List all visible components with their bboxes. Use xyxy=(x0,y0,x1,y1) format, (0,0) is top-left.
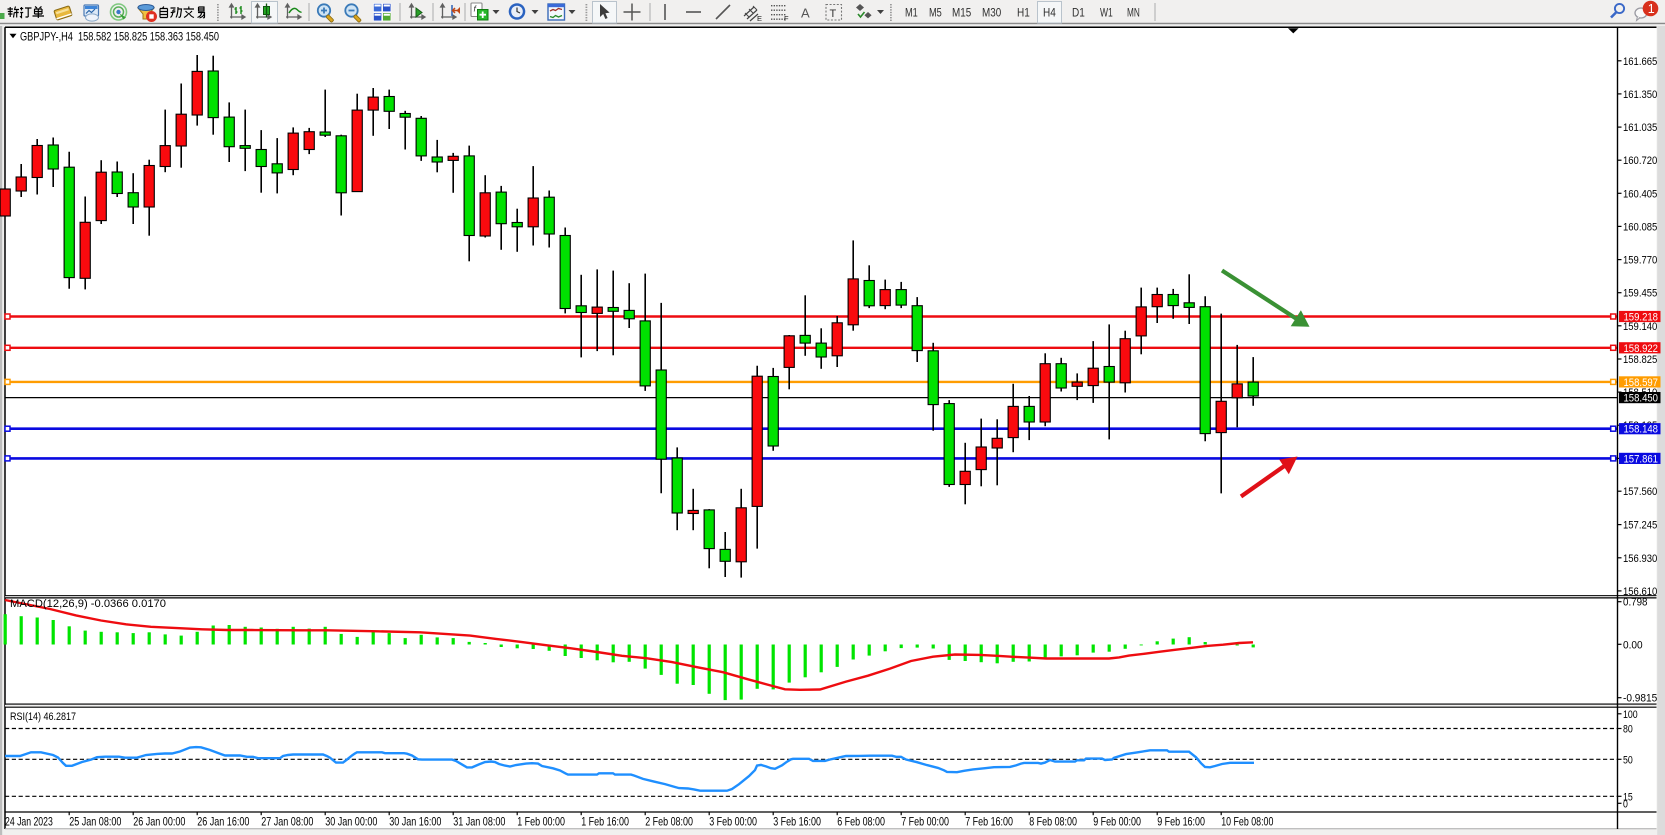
svg-text:157.560: 157.560 xyxy=(1623,486,1657,498)
svg-text:1 Feb 00:00: 1 Feb 00:00 xyxy=(517,816,565,829)
svg-text:161.350: 161.350 xyxy=(1623,89,1657,101)
svg-text:10 Feb 08:00: 10 Feb 08:00 xyxy=(1221,816,1273,829)
svg-text:30 Jan 00:00: 30 Jan 00:00 xyxy=(325,816,377,829)
svg-text:160.405: 160.405 xyxy=(1623,188,1657,200)
svg-text:W1: W1 xyxy=(1100,6,1113,20)
svg-text:50: 50 xyxy=(1623,754,1633,766)
svg-text:158.825: 158.825 xyxy=(1623,354,1657,366)
svg-text:156.930: 156.930 xyxy=(1623,553,1657,565)
svg-text:26 Jan 16:00: 26 Jan 16:00 xyxy=(197,816,249,829)
svg-text:f: f xyxy=(474,4,478,14)
svg-text:159.140: 159.140 xyxy=(1623,321,1657,333)
svg-text:159.770: 159.770 xyxy=(1623,255,1657,267)
svg-text:M30: M30 xyxy=(982,6,1002,20)
svg-text:M5: M5 xyxy=(929,6,942,20)
svg-text:157.245: 157.245 xyxy=(1623,520,1657,532)
svg-text:-0.9815: -0.9815 xyxy=(1623,693,1657,705)
svg-text:158.450: 158.450 xyxy=(1624,393,1659,405)
svg-text:7 Feb 00:00: 7 Feb 00:00 xyxy=(901,816,949,829)
svg-text:0.798: 0.798 xyxy=(1623,597,1648,609)
svg-text:3 Feb 16:00: 3 Feb 16:00 xyxy=(773,816,821,829)
svg-text:7 Feb 16:00: 7 Feb 16:00 xyxy=(965,816,1013,829)
svg-text:159.218: 159.218 xyxy=(1624,312,1659,324)
svg-text:31 Jan 08:00: 31 Jan 08:00 xyxy=(453,816,505,829)
svg-text:M1: M1 xyxy=(905,6,918,20)
svg-text:160.085: 160.085 xyxy=(1623,221,1657,233)
svg-text:RSI(14) 46.2817: RSI(14) 46.2817 xyxy=(10,711,76,723)
svg-text:2 Feb 08:00: 2 Feb 08:00 xyxy=(645,816,693,829)
svg-text:GBPJPY-,H4 158.582 158.825 15: GBPJPY-,H4 158.582 158.825 158.363 158.4… xyxy=(20,30,219,44)
svg-text:A: A xyxy=(801,6,810,21)
svg-text:0: 0 xyxy=(1623,798,1628,810)
svg-text:161.035: 161.035 xyxy=(1623,122,1657,134)
svg-text:MN: MN xyxy=(1127,6,1140,20)
svg-text:30 Jan 16:00: 30 Jan 16:00 xyxy=(389,816,441,829)
svg-text:D1: D1 xyxy=(1072,6,1085,20)
svg-text:1 Feb 16:00: 1 Feb 16:00 xyxy=(581,816,629,829)
svg-text:M15: M15 xyxy=(952,6,972,20)
svg-text:159.455: 159.455 xyxy=(1623,288,1657,300)
svg-text:E: E xyxy=(757,14,762,23)
svg-text:F: F xyxy=(784,14,789,23)
svg-text:158.148: 158.148 xyxy=(1624,424,1659,436)
svg-text:27 Jan 08:00: 27 Jan 08:00 xyxy=(261,816,313,829)
svg-text:3 Feb 00:00: 3 Feb 00:00 xyxy=(709,816,757,829)
svg-text:26 Jan 00:00: 26 Jan 00:00 xyxy=(133,816,185,829)
svg-text:6 Feb 08:00: 6 Feb 08:00 xyxy=(837,816,885,829)
svg-text:80: 80 xyxy=(1623,724,1633,736)
svg-text:25 Jan 08:00: 25 Jan 08:00 xyxy=(69,816,121,829)
svg-text:160.720: 160.720 xyxy=(1623,155,1657,167)
svg-text:158.922: 158.922 xyxy=(1624,343,1659,355)
svg-text:MACD(12,26,9) -0.0366 0.0170: MACD(12,26,9) -0.0366 0.0170 xyxy=(10,598,166,610)
svg-text:24 Jan 2023: 24 Jan 2023 xyxy=(5,816,53,829)
svg-text:9 Feb 16:00: 9 Feb 16:00 xyxy=(1157,816,1205,829)
svg-text:T: T xyxy=(830,8,837,20)
svg-text:H1: H1 xyxy=(1017,6,1030,20)
svg-text:9 Feb 00:00: 9 Feb 00:00 xyxy=(1093,816,1141,829)
svg-text:H4: H4 xyxy=(1043,6,1056,20)
svg-text:156.610: 156.610 xyxy=(1623,586,1657,598)
svg-text:15: 15 xyxy=(1623,791,1633,803)
svg-text:0.00: 0.00 xyxy=(1623,639,1643,651)
svg-text:8 Feb 08:00: 8 Feb 08:00 xyxy=(1029,816,1077,829)
svg-text:1: 1 xyxy=(1648,2,1655,16)
svg-text:100: 100 xyxy=(1623,709,1638,721)
svg-text:158.597: 158.597 xyxy=(1624,377,1659,389)
svg-text:161.665: 161.665 xyxy=(1623,56,1657,68)
svg-text:157.861: 157.861 xyxy=(1624,453,1659,465)
